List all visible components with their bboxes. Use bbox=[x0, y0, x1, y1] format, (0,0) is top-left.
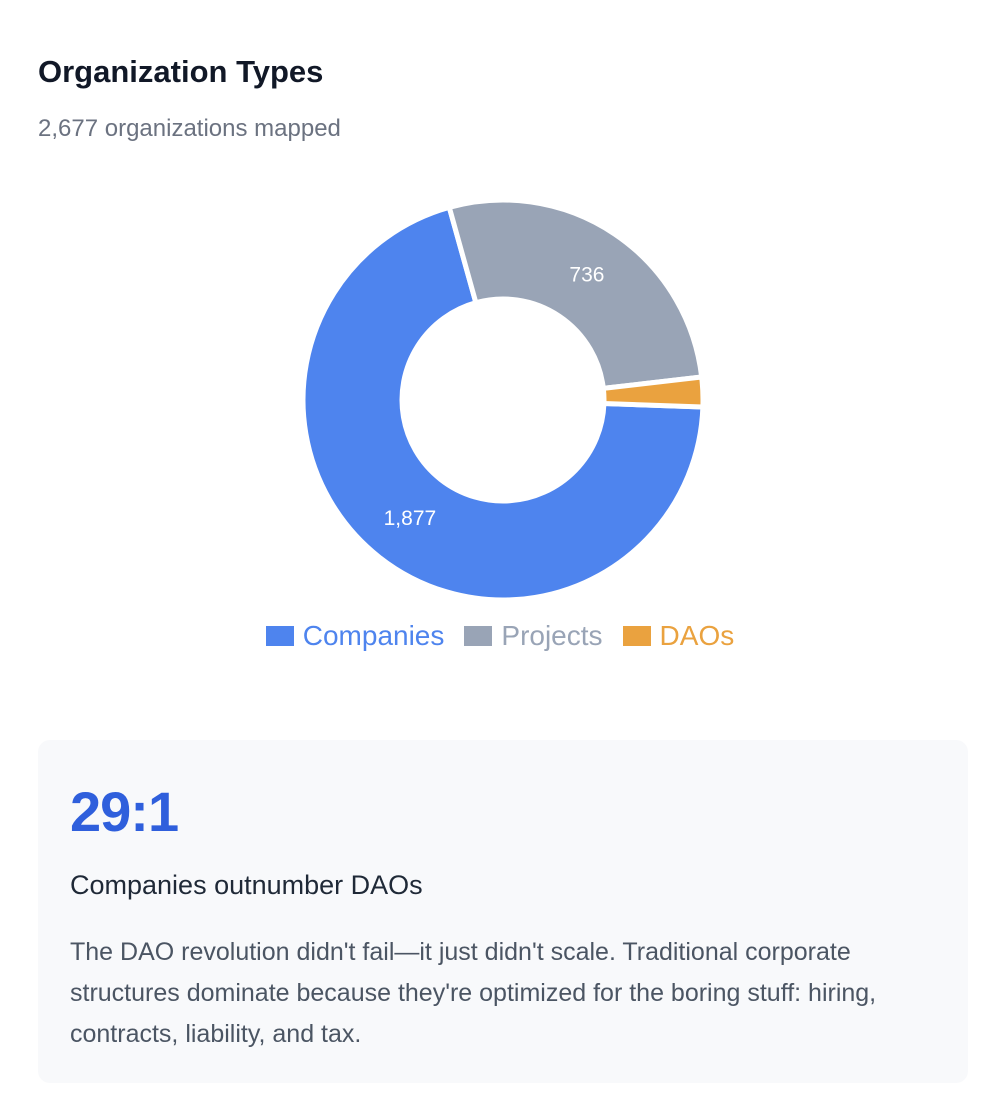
insight-heading: Companies outnumber DAOs bbox=[70, 870, 423, 900]
slice-label-companies: 1,877 bbox=[384, 507, 437, 530]
donut-slice-daos[interactable] bbox=[600, 374, 706, 410]
insight-card: 29:1 Companies outnumber DAOs The DAO re… bbox=[38, 740, 968, 1083]
legend-item-projects[interactable]: Projects bbox=[464, 616, 603, 656]
insight-ratio: 29:1 bbox=[70, 780, 179, 843]
legend-swatch-projects bbox=[464, 626, 493, 646]
legend-label-daos: DAOs bbox=[659, 620, 735, 651]
donut-slice-companies[interactable] bbox=[300, 204, 706, 603]
legend-item-daos[interactable]: DAOs bbox=[622, 616, 735, 656]
legend-item-companies[interactable]: Companies bbox=[265, 616, 445, 656]
legend-label-companies: Companies bbox=[302, 620, 445, 651]
chart-title: Organization Types bbox=[38, 54, 324, 89]
legend-label-projects: Projects bbox=[501, 620, 603, 651]
chart-subtitle: 2,677 organizations mapped bbox=[38, 115, 341, 142]
donut-slice-projects[interactable] bbox=[446, 197, 705, 391]
chart-legend: Companies Projects DAOs bbox=[0, 616, 1000, 656]
legend-swatch-companies bbox=[265, 626, 294, 646]
donut-chart: 1,877 736 bbox=[300, 197, 706, 603]
insight-body: The DAO revolution didn't fail—it just d… bbox=[70, 938, 877, 1048]
legend-swatch-daos bbox=[622, 626, 651, 646]
slice-label-projects: 736 bbox=[569, 264, 604, 287]
